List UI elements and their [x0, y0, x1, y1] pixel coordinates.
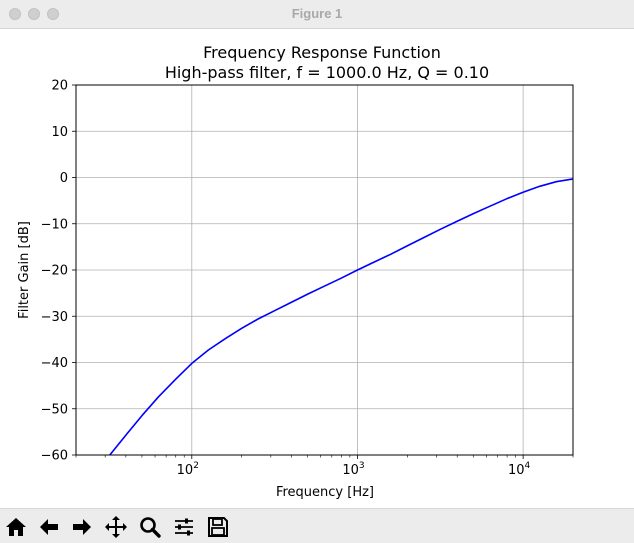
x-tick-label-base: 10 [342, 463, 359, 478]
chart-subtitle: High-pass filter, f = 1000.0 Hz, Q = 0.1… [165, 63, 489, 82]
curve-layer [109, 178, 574, 456]
y-axis-label: Filter Gain [dB] [17, 221, 32, 319]
home-icon [6, 518, 26, 536]
y-tick-label: 20 [51, 79, 68, 94]
home-button[interactable] [1, 513, 31, 541]
pan-button[interactable] [101, 513, 131, 541]
minimize-window-button[interactable] [28, 8, 40, 20]
pan-move-icon [105, 516, 127, 538]
forward-button[interactable] [67, 513, 97, 541]
x-tick-label: 103 [342, 461, 364, 478]
back-button[interactable] [34, 513, 64, 541]
maximize-window-button[interactable] [47, 8, 59, 20]
y-tick-label: −20 [41, 264, 68, 279]
y-tick-label: −10 [41, 217, 68, 232]
x-tick-label-base: 10 [508, 463, 525, 478]
configure-subplots-icon [175, 518, 193, 536]
zoom-magnifier-icon [140, 517, 161, 538]
figure-canvas[interactable]: 20 10 0 −10 −20 −30 −40 −50 −60 102 103 104 Frequen… [0, 29, 634, 508]
title-bar: Figure 1 [0, 0, 634, 29]
window-title: Figure 1 [291, 6, 343, 21]
x-tick-label: 104 [508, 461, 531, 478]
gain-curve-line [109, 178, 574, 456]
y-tick-label: 10 [51, 125, 68, 140]
chart-title: Frequency Response Function [203, 43, 441, 62]
navigation-toolbar [0, 508, 634, 543]
close-window-button[interactable] [9, 8, 21, 20]
y-tick-label: 0 [60, 171, 68, 186]
back-arrow-icon [40, 519, 58, 535]
zoom-button[interactable] [135, 513, 165, 541]
configure-subplots-button[interactable] [169, 513, 199, 541]
y-tick-label: −30 [41, 310, 68, 325]
x-tick-label-exponent: 2 [193, 461, 199, 471]
save-floppy-icon [208, 517, 228, 537]
save-button[interactable] [203, 513, 233, 541]
y-tick-label: −50 [41, 402, 68, 417]
x-axis-label: Frequency [Hz] [276, 485, 374, 500]
x-tick-label-base: 10 [177, 463, 194, 478]
grid-layer [76, 84, 573, 456]
x-tick-label-exponent: 3 [359, 461, 365, 471]
y-tick-label: −40 [41, 356, 68, 371]
y-tick-label: −60 [41, 449, 68, 464]
x-tick-label-exponent: 4 [525, 461, 531, 471]
forward-arrow-icon [73, 519, 91, 535]
x-tick-label: 102 [177, 461, 199, 478]
